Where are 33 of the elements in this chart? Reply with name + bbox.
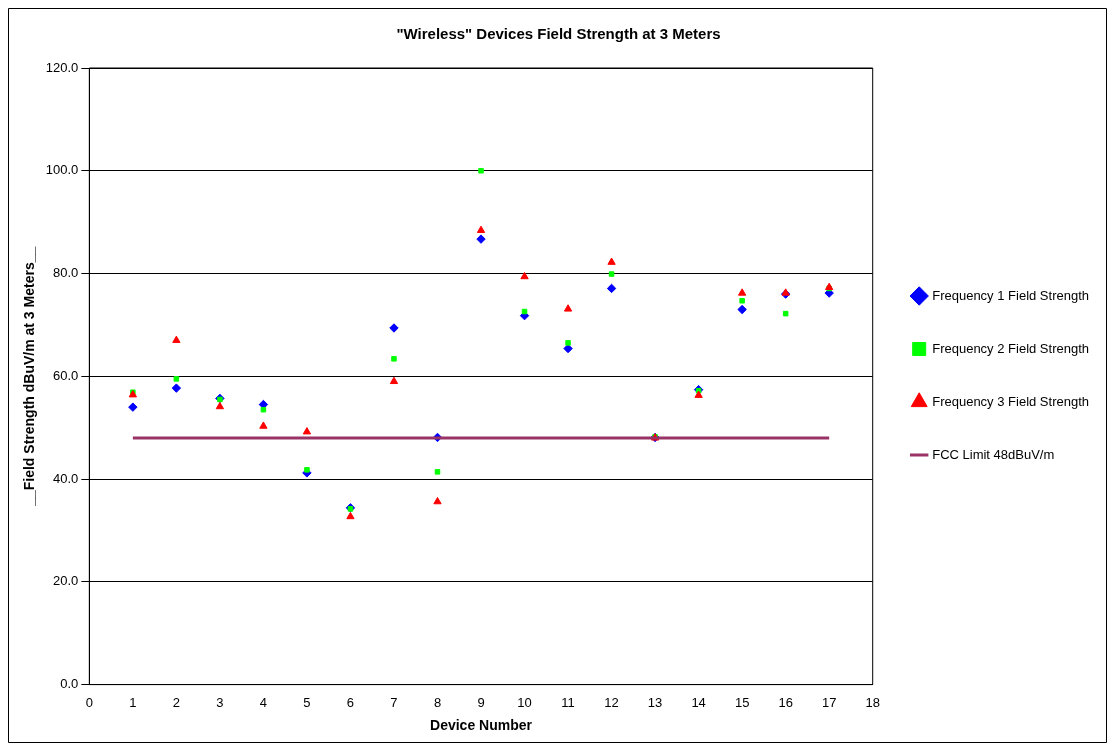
x-tick-label: 15 (734, 694, 750, 710)
x-tick-label: 12 (604, 694, 619, 710)
y-tick-label: 60.0 (53, 367, 79, 383)
x-tick-label: 6 (346, 694, 355, 710)
x-tick-label: 16 (778, 694, 793, 710)
y-tick-label: 80.0 (53, 265, 79, 281)
y-tick-label: 120.0 (45, 59, 79, 75)
y-tick-label: 20.0 (53, 573, 79, 589)
x-tick-label: 8 (433, 694, 442, 710)
x-tick-label: 17 (821, 694, 837, 710)
legend-label: Frequency 3 Field Strength (932, 393, 1090, 409)
x-tick-label: 3 (216, 694, 224, 710)
chart-title: "Wireless" Devices Field Strength at 3 Meters (396, 25, 721, 43)
x-tick-label: 18 (865, 694, 880, 710)
x-tick-label: 1 (129, 694, 137, 710)
x-axis-title: Device Number (430, 717, 533, 734)
x-tick-label: 0 (85, 694, 93, 710)
x-tick-label: 10 (517, 694, 532, 710)
y-tick-label: 40.0 (53, 470, 79, 486)
x-tick-label: 7 (390, 694, 398, 710)
x-tick-label: 4 (259, 694, 268, 710)
x-tick-label: 11 (561, 694, 575, 710)
x-tick-label: 5 (303, 694, 311, 710)
y-tick-label: 100.0 (45, 162, 79, 178)
x-tick-label: 9 (477, 694, 485, 710)
y-axis-title: __Field Strength dBuV/m at 3 Meters__ (21, 246, 38, 507)
legend-label: Frequency 1 Field Strength (932, 287, 1090, 303)
x-tick-label: 14 (691, 694, 706, 710)
y-tick-label: 0.0 (60, 676, 79, 692)
x-tick-label: 2 (172, 694, 180, 710)
legend-label: Frequency 2 Field Strength (932, 340, 1090, 356)
legend-label: FCC Limit 48dBuV/m (932, 446, 1055, 462)
x-tick-label: 13 (647, 694, 663, 710)
